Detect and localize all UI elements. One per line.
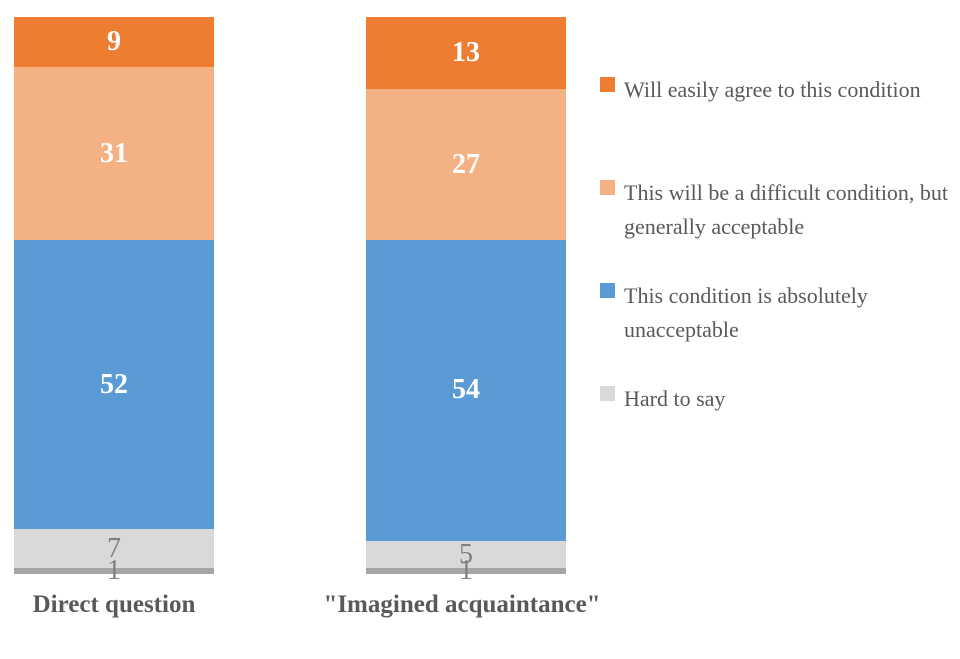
legend-item-unacceptable: This condition is absolutely unacceptabl… (600, 279, 954, 347)
bar-segment-s3-c1: 5 (366, 538, 566, 570)
data-label: 1 (459, 555, 473, 587)
legend-label: Will easily agree to this condition (624, 77, 921, 102)
legend-label: This condition is absolutely unacceptabl… (624, 283, 868, 342)
bar-segment-s0-c1: 13 (366, 17, 566, 90)
bar-segment-s4-c1: 1 (366, 557, 566, 585)
bar-segment-s4-c0: 1 (14, 557, 214, 585)
bar-segment-s2-c1: 54 (366, 239, 566, 541)
bar-segment-s2-c0: 52 (14, 239, 214, 530)
data-label: 54 (452, 374, 480, 406)
legend-swatch-orange (600, 77, 615, 92)
legend-label: Hard to say (624, 386, 726, 411)
bar-imagined-acquaintance: 13 27 54 5 1 (366, 17, 566, 585)
data-label: 1 (107, 555, 121, 587)
bar-segment-s0-c0: 9 (14, 17, 214, 68)
legend-item-hard-to-say: Hard to say (600, 382, 954, 416)
category-label-direct-question: Direct question (32, 591, 196, 618)
data-label: 27 (452, 148, 480, 180)
bar-segment-s1-c1: 27 (366, 89, 566, 240)
data-label: 9 (107, 26, 121, 58)
legend-swatch-light-orange (600, 180, 615, 195)
legend-item-easily-agree: Will easily agree to this condition (600, 73, 954, 107)
data-label: 7 (107, 532, 121, 564)
data-label: 52 (100, 368, 128, 400)
bar-segment-s1-c0: 31 (14, 67, 214, 240)
bar-direct-question: 9 31 52 7 1 (14, 17, 214, 585)
legend-item-difficult-acceptable: This will be a difficult condition, but … (600, 176, 954, 244)
data-label: 5 (459, 538, 473, 570)
legend-swatch-light-gray (600, 386, 615, 401)
legend-swatch-blue (600, 283, 615, 298)
category-label-imagined-acquaintance: "Imagined acquaintance" (323, 591, 601, 618)
bar-segment-s3-c0: 7 (14, 529, 214, 569)
legend-label: This will be a difficult condition, but … (624, 180, 949, 239)
data-label: 13 (452, 37, 480, 69)
data-label: 31 (100, 137, 128, 169)
